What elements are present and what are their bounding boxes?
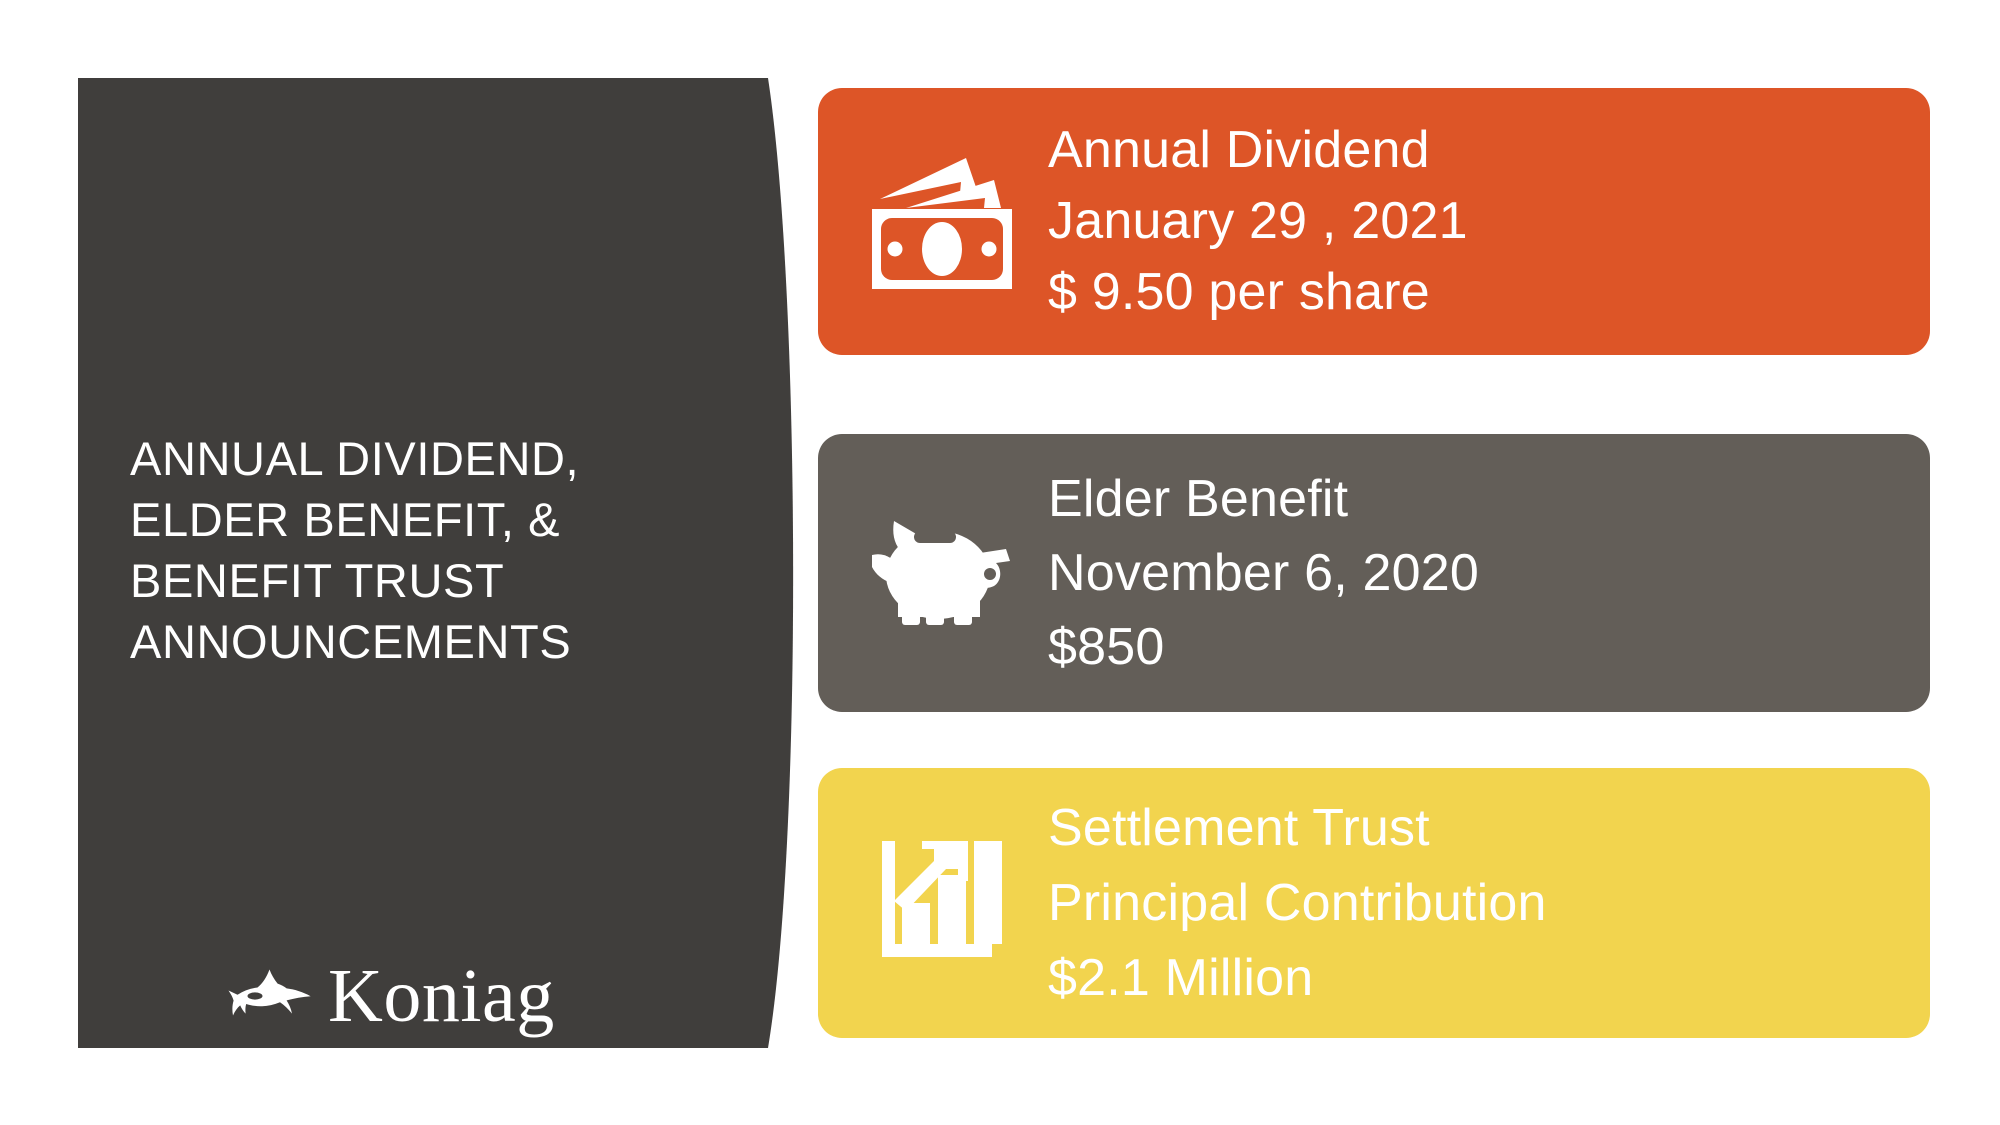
- announcement-card-elder-benefit[interactable]: Elder Benefit November 6, 2020 $850: [818, 434, 1930, 712]
- card-icon-slot: [866, 833, 1026, 973]
- bar-chart-growth-icon: [882, 841, 1002, 957]
- page-title: ANNUAL DIVIDEND, ELDER BENEFIT, & BENEFI…: [130, 432, 580, 668]
- left-panel-content: ANNUAL DIVIDEND, ELDER BENEFIT, & BENEFI…: [78, 78, 768, 1048]
- left-panel: ANNUAL DIVIDEND, ELDER BENEFIT, & BENEFI…: [78, 78, 803, 1048]
- announcement-card-annual-dividend[interactable]: Annual Dividend January 29 , 2021 $ 9.50…: [818, 88, 1930, 355]
- card-icon-slot: [866, 503, 1026, 643]
- cash-money-icon: [872, 157, 1012, 289]
- brand-name: Koniag: [328, 954, 555, 1038]
- orca-whale-icon: [228, 969, 311, 1016]
- card-text-settlement-trust: Settlement Trust Principal Contribution …: [1048, 798, 1547, 1007]
- brand-lockup: Koniag: [228, 958, 555, 1034]
- announcement-card-settlement-trust[interactable]: Settlement Trust Principal Contribution …: [818, 768, 1930, 1038]
- card-icon-slot: [866, 152, 1026, 292]
- left-panel-background-shape: [78, 78, 794, 1048]
- card-text-elder-benefit: Elder Benefit November 6, 2020 $850: [1048, 470, 1480, 676]
- piggy-bank-icon: [872, 521, 1010, 625]
- announcement-cards: Annual Dividend January 29 , 2021 $ 9.50…: [818, 88, 1930, 1038]
- card-text-annual-dividend: Annual Dividend January 29 , 2021 $ 9.50…: [1048, 121, 1468, 321]
